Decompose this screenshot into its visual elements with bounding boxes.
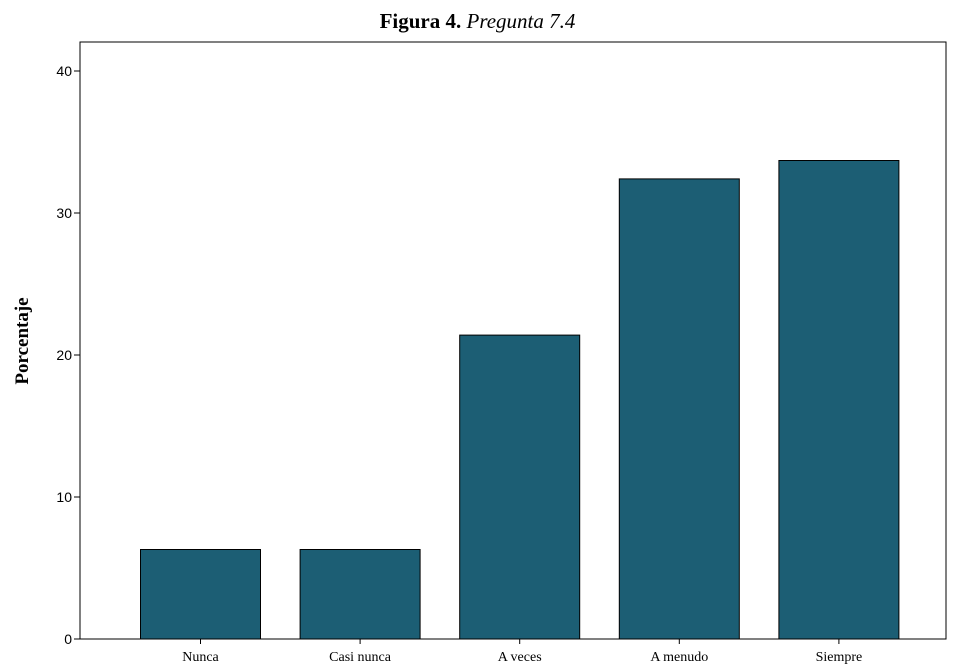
y-axis-title: Porcentaje (12, 297, 33, 384)
x-tick-label: Casi nunca (329, 650, 392, 665)
bars-layer (140, 160, 900, 640)
y-tick-label: 30 (56, 205, 72, 221)
x-tick-label: Siempre (816, 650, 863, 665)
bar-a-menudo (618, 178, 740, 640)
x-tick-label: Nunca (182, 650, 219, 665)
x-tick-label: A veces (498, 650, 542, 665)
bar-nunca (140, 549, 261, 640)
y-axis: 0 10 20 30 40 (56, 63, 80, 647)
chart-title-prefix: Figura 4. (379, 9, 462, 33)
chart-title: Figura 4. Pregunta 7.4 (0, 8, 955, 34)
chart-title-text: Pregunta 7.4 (466, 9, 576, 33)
bar-a-veces (459, 334, 581, 640)
y-tick-label: 10 (56, 489, 72, 505)
bar-casi-nunca (299, 549, 421, 640)
y-tick-label: 40 (56, 63, 72, 79)
bar-siempre (778, 160, 900, 640)
x-tick-label: A menudo (650, 650, 708, 665)
y-tick-label: 20 (56, 347, 72, 363)
y-tick-label: 0 (64, 631, 72, 647)
x-axis: Nunca Casi nunca A veces A menudo Siempre (182, 639, 862, 665)
